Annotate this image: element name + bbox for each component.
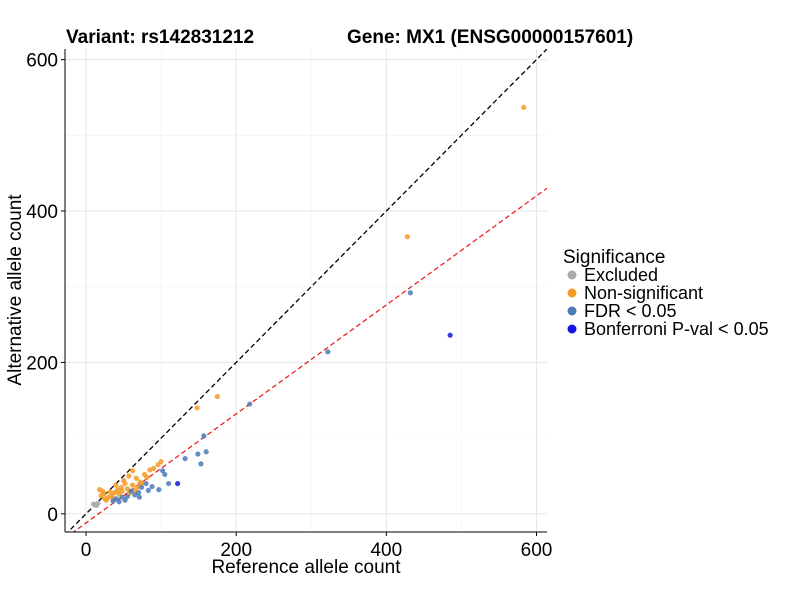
point-fdr-0-05 xyxy=(145,487,151,493)
y-tick-label: 400 xyxy=(26,202,58,223)
point-fdr-0-05 xyxy=(166,480,172,487)
point-non-significant xyxy=(129,468,136,474)
y-tick-label: 200 xyxy=(26,353,58,374)
point-non-significant xyxy=(124,486,130,492)
point-fdr-0-05 xyxy=(247,401,253,407)
legend-label: Non-significant xyxy=(584,283,703,303)
point-fdr-0-05 xyxy=(149,483,155,490)
point-non-significant xyxy=(107,489,113,495)
axis-ticks: 0 200 400 600 0 200 400 600 xyxy=(26,51,552,561)
reference-line-fit xyxy=(72,187,547,532)
point-fdr-0-05 xyxy=(138,484,145,490)
data-points xyxy=(90,104,527,509)
point-bonferroni-p-val-0-05 xyxy=(447,332,453,338)
point-fdr-0-05 xyxy=(325,349,331,355)
point-fdr-0-05 xyxy=(132,492,138,498)
legend-swatch xyxy=(567,288,577,298)
point-non-significant xyxy=(521,104,527,110)
y-tick-label: 0 xyxy=(47,505,58,526)
point-fdr-0-05 xyxy=(119,494,125,500)
x-tick-label: 200 xyxy=(220,540,252,561)
point-fdr-0-05 xyxy=(124,493,130,500)
legend-title: Significance xyxy=(563,247,665,268)
point-fdr-0-05 xyxy=(182,455,188,462)
point-fdr-0-05 xyxy=(198,461,204,467)
reference-lines xyxy=(67,49,547,532)
point-excluded xyxy=(95,500,101,506)
x-tick-label: 400 xyxy=(370,540,402,561)
point-non-significant xyxy=(155,462,161,468)
legend-swatch xyxy=(567,324,577,334)
legend-label: FDR < 0.05 xyxy=(584,301,677,321)
point-non-significant xyxy=(144,474,150,481)
point-non-significant xyxy=(134,484,140,490)
x-axis-label: Reference allele count xyxy=(211,557,401,578)
title-gene: Gene: MX1 (ENSG00000157601) xyxy=(347,27,633,48)
point-non-significant xyxy=(119,488,125,494)
point-non-significant xyxy=(404,234,410,240)
legend-swatch xyxy=(567,270,577,280)
legend-label: Bonferroni P-val < 0.05 xyxy=(584,319,769,339)
point-fdr-0-05 xyxy=(143,480,149,487)
point-non-significant xyxy=(194,405,200,411)
title-variant: Variant: rs142831212 xyxy=(66,27,254,48)
point-non-significant xyxy=(126,473,132,479)
reference-line-identity xyxy=(67,49,547,532)
point-fdr-0-05 xyxy=(160,468,166,474)
point-bonferroni-p-val-0-05 xyxy=(175,480,181,487)
legend-swatch xyxy=(567,306,577,316)
point-non-significant xyxy=(138,480,145,487)
y-axis-label: Alternative allele count xyxy=(5,194,26,386)
point-non-significant xyxy=(113,482,119,488)
point-non-significant xyxy=(133,475,139,481)
point-non-significant xyxy=(150,465,157,472)
point-non-significant xyxy=(103,497,109,503)
point-fdr-0-05 xyxy=(128,488,134,494)
point-fdr-0-05 xyxy=(156,487,162,493)
point-non-significant xyxy=(101,490,107,496)
point-fdr-0-05 xyxy=(136,494,142,500)
grid-lines xyxy=(65,49,547,532)
point-fdr-0-05 xyxy=(110,498,116,504)
legend: Significance ExcludedNon-significantFDR … xyxy=(563,247,769,339)
x-tick-label: 600 xyxy=(521,540,553,561)
x-tick-label: 0 xyxy=(81,540,92,561)
point-fdr-0-05 xyxy=(203,449,209,455)
legend-label: Excluded xyxy=(584,265,658,285)
point-fdr-0-05 xyxy=(135,490,142,496)
point-non-significant xyxy=(120,477,127,484)
point-fdr-0-05 xyxy=(201,433,207,439)
point-non-significant xyxy=(214,393,221,400)
point-fdr-0-05 xyxy=(195,451,201,457)
point-non-significant xyxy=(129,482,136,488)
point-fdr-0-05 xyxy=(162,471,168,478)
y-tick-label: 600 xyxy=(26,51,58,72)
point-fdr-0-05 xyxy=(407,290,413,296)
